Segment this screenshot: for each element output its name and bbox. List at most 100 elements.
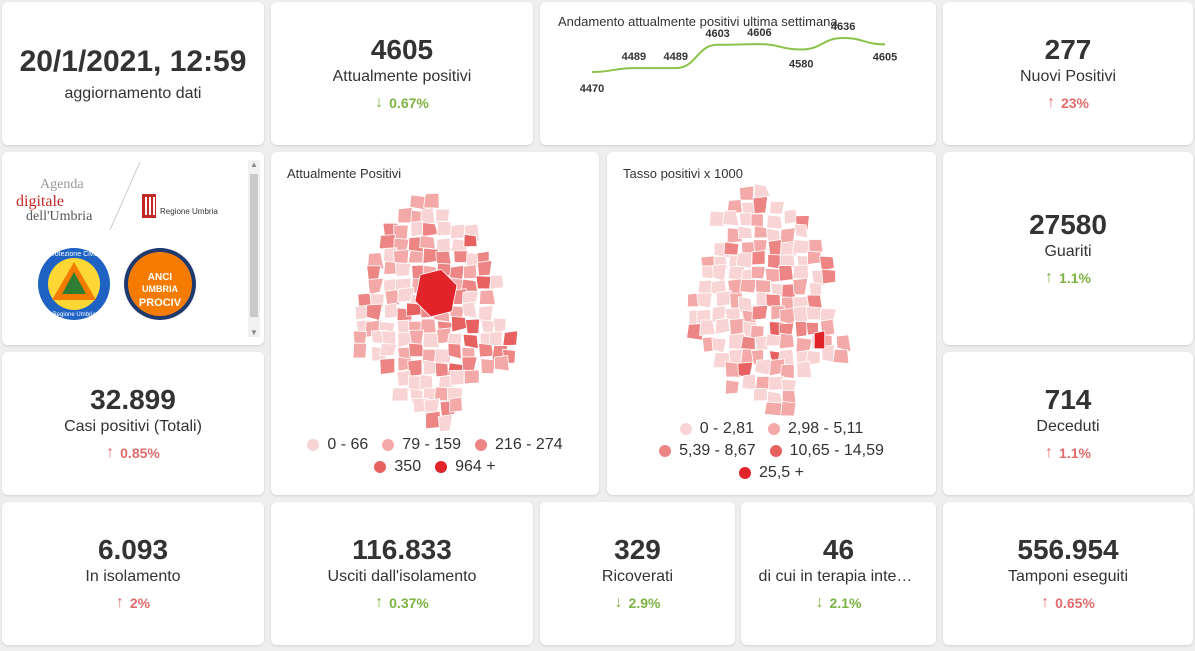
trend-data-label: 4636 xyxy=(831,21,855,33)
municipality xyxy=(796,360,813,378)
map-title: Attualmente Positivi xyxy=(287,166,402,181)
logo-divider xyxy=(109,161,141,231)
map-title: Tasso positivi x 1000 xyxy=(623,166,743,181)
scroll-thumb[interactable] xyxy=(250,174,258,317)
municipality xyxy=(808,238,824,255)
legend-item: 350 xyxy=(374,458,421,476)
tamponi-card: 556.954 Tamponi eseguiti ↑ 0.65% xyxy=(943,502,1193,645)
legend-item: 5,39 - 8,67 xyxy=(659,442,756,460)
municipality xyxy=(422,332,440,349)
municipality xyxy=(461,356,478,372)
arrow-up-icon: ↑ xyxy=(1045,268,1054,286)
anci-label-1: ANCI xyxy=(148,272,173,283)
municipality xyxy=(793,223,809,239)
anci-label-2: UMBRIA xyxy=(142,284,178,294)
map-tasso-card: Tasso positivi x 1000 0 - 2,81 2,98 - 5,1… xyxy=(607,152,936,495)
regione-umbria-icon xyxy=(142,194,156,218)
logos-card[interactable]: Agenda digitale dell'Umbria Regione Umbr… xyxy=(2,152,264,345)
trend-data-label: 4489 xyxy=(663,51,687,63)
municipality xyxy=(779,227,796,244)
municipality xyxy=(752,195,769,215)
legend-swatch xyxy=(382,439,395,451)
municipality xyxy=(752,387,769,402)
regione-umbria-label: Regione Umbria xyxy=(160,207,218,216)
municipality xyxy=(740,335,756,351)
municipality xyxy=(478,342,495,358)
kpi-label: di cui in terapia intensiva xyxy=(758,567,919,585)
legend-swatch xyxy=(659,445,672,457)
municipality xyxy=(393,224,409,241)
municipality xyxy=(475,275,492,290)
municipality xyxy=(716,290,732,308)
kpi-label: Guariti xyxy=(1044,242,1092,260)
kpi-value: 4605 xyxy=(370,34,434,66)
municipality xyxy=(462,333,479,350)
legend-swatch xyxy=(475,439,488,451)
kpi-change: ↑ 0.85% xyxy=(106,444,160,462)
municipality xyxy=(435,250,452,267)
legend-label: 10,65 - 14,59 xyxy=(789,442,884,459)
guariti-card: 27580 Guariti ↑ 1.1% xyxy=(943,152,1193,345)
trend-line xyxy=(591,36,886,73)
legend-label: 350 xyxy=(394,458,422,475)
municipality xyxy=(477,260,493,277)
usciti-card: 116.833 Usciti dall'isolamento ↑ 0.37% xyxy=(271,502,533,645)
municipality xyxy=(737,296,753,313)
trend-title: Andamento attualmente positivi ultima se… xyxy=(558,14,838,29)
municipality xyxy=(478,289,496,306)
municipality-group xyxy=(352,192,519,433)
kpi-label: Usciti dall'isolamento xyxy=(327,567,477,585)
arrow-up-icon: ↑ xyxy=(1041,593,1050,611)
municipality xyxy=(492,317,507,335)
municipality xyxy=(780,401,797,417)
protezione-label-bottom: Regione Umbria xyxy=(52,312,96,318)
municipality xyxy=(379,357,396,375)
scroll-down-icon[interactable]: ▼ xyxy=(250,328,258,337)
municipality xyxy=(724,379,740,395)
municipality xyxy=(819,255,835,272)
municipality xyxy=(422,222,439,238)
legend-swatch xyxy=(307,439,320,451)
kpi-change-value: 0.67% xyxy=(389,94,429,111)
legend-item: 2,98 - 5,11 xyxy=(767,420,863,438)
kpi-label: Attualmente positivi xyxy=(332,67,472,85)
kpi-change: ↑ 2% xyxy=(116,594,150,612)
municipality xyxy=(735,252,753,269)
legend-label: 964 + xyxy=(455,458,496,475)
kpi-change-value: 2% xyxy=(129,594,151,611)
legend-label: 216 - 274 xyxy=(495,436,563,453)
municipality xyxy=(739,278,758,294)
municipality xyxy=(780,363,795,379)
umbria-map-tasso xyxy=(686,183,852,417)
legend-swatch xyxy=(374,461,387,473)
municipality xyxy=(423,192,440,209)
municipality xyxy=(419,235,436,250)
municipality xyxy=(696,292,713,309)
kpi-change: ↓ 2.9% xyxy=(615,594,661,612)
municipality xyxy=(765,333,782,347)
legend-swatch xyxy=(435,461,448,473)
municipality xyxy=(835,334,852,353)
trend-chart: 4470 4489 4489 4603 4606 4580 4636 4605 xyxy=(580,21,897,95)
kpi-change: ↑ 23% xyxy=(1047,94,1089,112)
municipality xyxy=(463,369,480,385)
municipality xyxy=(419,318,437,334)
scroll-up-icon[interactable]: ▲ xyxy=(250,160,258,169)
logos-scrollbar[interactable]: ▲ ▼ xyxy=(248,160,260,337)
legend-label: 25,5 + xyxy=(759,464,804,481)
kpi-change: ↓ 0.67% xyxy=(375,94,429,112)
municipality xyxy=(461,301,478,319)
municipality xyxy=(832,348,850,365)
municipality xyxy=(408,342,425,358)
municipality xyxy=(480,358,496,375)
kpi-label: Casi positivi (Totali) xyxy=(64,417,202,435)
map-positivi-card: Attualmente Positivi 0 - 66 79 - 159 216 -… xyxy=(271,152,599,495)
municipality xyxy=(738,212,753,227)
municipality xyxy=(792,305,809,324)
municipality xyxy=(722,210,740,227)
legend-item: 0 - 66 xyxy=(307,436,368,454)
municipality xyxy=(708,210,726,227)
municipality xyxy=(792,277,809,296)
update-card: 20/1/2021, 12:59 aggiornamento dati xyxy=(2,2,264,145)
municipality xyxy=(453,250,469,264)
